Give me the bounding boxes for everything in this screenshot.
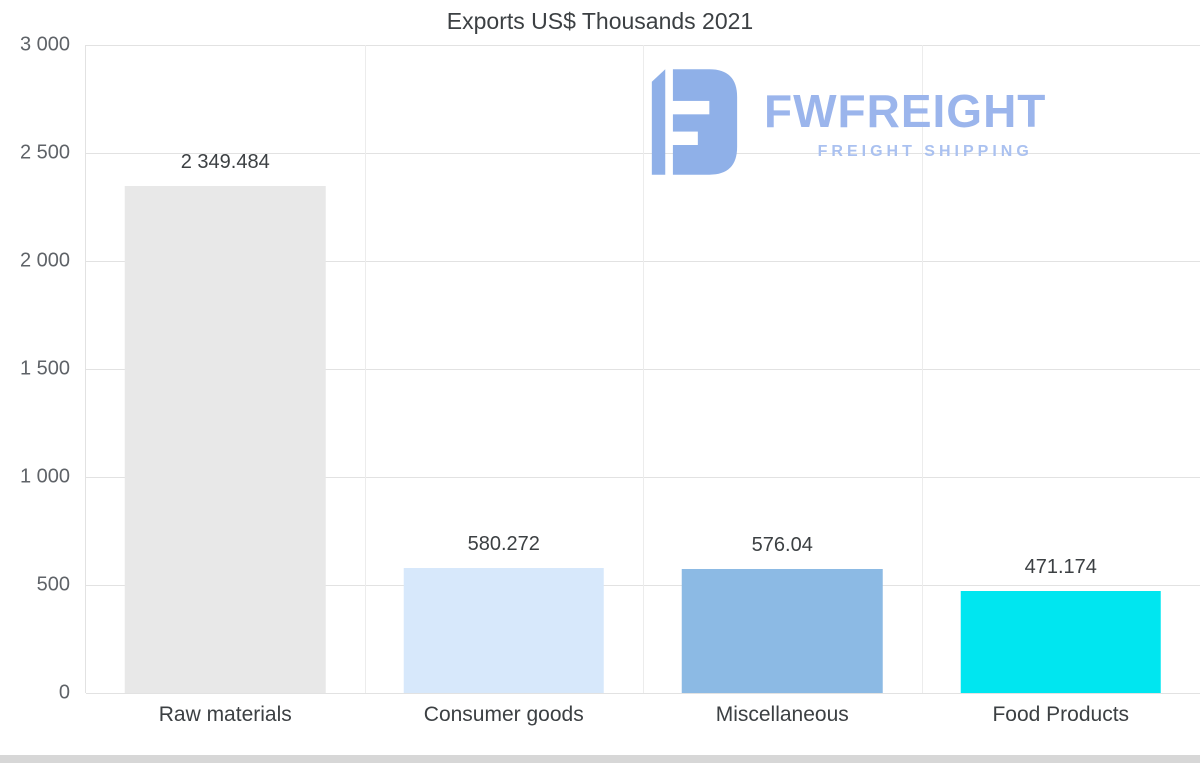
x-category-label: Consumer goods <box>423 703 584 726</box>
bar <box>403 567 605 693</box>
logo: FWFREIGHT FREIGHT SHIPPING <box>648 66 1046 183</box>
x-category-label: Raw materials <box>158 703 292 726</box>
bar <box>960 591 1162 693</box>
bar-value-label: 576.04 <box>751 533 813 556</box>
category-column: 576.04 Miscellaneous <box>643 45 922 726</box>
freight-logo-icon <box>648 66 740 183</box>
v-gridline <box>921 45 923 693</box>
bar <box>681 568 883 693</box>
bar-value-label: 580.272 <box>467 532 540 555</box>
x-category-label: Miscellaneous <box>715 703 849 726</box>
logo-text: FWFREIGHT FREIGHT SHIPPING <box>764 88 1046 161</box>
bar <box>124 185 326 693</box>
y-tick-label: 0 <box>58 681 70 704</box>
logo-tagline: FREIGHT SHIPPING <box>817 143 1033 160</box>
x-category-label: Food Products <box>992 703 1130 726</box>
logo-name: FWFREIGHT <box>764 85 1047 137</box>
y-tick-label: 1 500 <box>19 357 70 380</box>
h-gridline <box>86 693 1200 694</box>
bottom-strip <box>0 755 1200 763</box>
v-gridline <box>643 45 644 693</box>
chart-title: Exports US$ Thousands 2021 <box>446 8 754 34</box>
category-column: 471.174 Food Products <box>922 45 1200 726</box>
y-tick-label: 1 000 <box>19 465 70 488</box>
y-tick-label: 3 000 <box>19 33 70 56</box>
category-column: 2 349.484 Raw materials <box>86 45 365 726</box>
y-tick-label: 2 000 <box>19 249 70 272</box>
y-tick-label: 500 <box>36 573 70 596</box>
plot-area: 2 349.484 Raw materials 580.272 Consumer go… <box>85 45 1200 726</box>
y-tick-label: 2 500 <box>19 141 70 164</box>
bar-value-label: 2 349.484 <box>180 150 270 173</box>
category-column: 580.272 Consumer goods <box>365 45 644 726</box>
bar-value-label: 471.174 <box>1024 556 1097 579</box>
v-gridline <box>364 45 366 693</box>
